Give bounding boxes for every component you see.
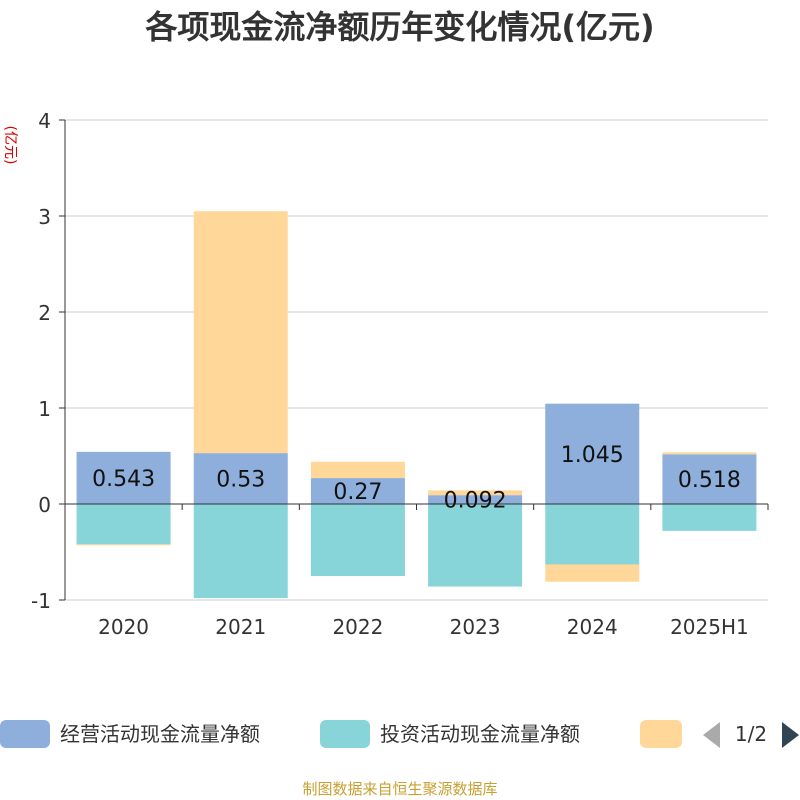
- data-label: 0.27: [333, 480, 382, 505]
- legend-label: 投资活动现金流量净额: [380, 722, 580, 746]
- bar-series-3-2022: [310, 461, 405, 479]
- data-label: 0.518: [678, 468, 741, 493]
- data-label: 0.543: [92, 467, 155, 492]
- bar-series-1-2024: [545, 403, 640, 504]
- bar-series-1-2020: [76, 451, 171, 504]
- legend-next-arrow-icon[interactable]: [782, 722, 799, 748]
- bar-series-3-2024: [545, 564, 640, 582]
- x-tick-label: 2022: [332, 615, 383, 639]
- legend-page-indicator: 1/2: [734, 722, 768, 746]
- bar-series-1-2022: [310, 478, 405, 504]
- chart-title: 各项现金流净额历年变化情况(亿元): [145, 8, 655, 46]
- y-axis-label: (亿元): [2, 126, 18, 165]
- legend-pager: 1/2: [0, 716, 800, 752]
- data-label: 0.092: [444, 489, 507, 514]
- legend-prev-arrow-icon[interactable]: [703, 722, 720, 748]
- legend-swatch: [320, 720, 370, 748]
- data-label: 0.53: [216, 468, 265, 493]
- data-source-note: 制图数据来自恒生聚源数据库: [302, 780, 498, 798]
- bar-series-2-2025H1: [662, 504, 757, 531]
- y-tick-label: 0: [38, 493, 51, 517]
- bar-series-3-2020: [76, 544, 171, 546]
- bar-series-2-2023: [428, 504, 523, 587]
- x-tick-label: 2020: [98, 615, 149, 639]
- legend-swatch: [0, 720, 50, 748]
- bar-series-1-2023: [428, 495, 523, 504]
- legend-label: 经营活动现金流量净额: [60, 722, 260, 746]
- bar-series-3-2025H1: [662, 452, 757, 455]
- x-tick-label: 2023: [450, 615, 501, 639]
- bar-series-2-2021: [193, 504, 288, 599]
- y-tick-label: 3: [38, 205, 51, 229]
- bar-series-1-2025H1: [662, 454, 757, 504]
- chart-plot: -1 0 1 2 3 4 (亿元) 2020 2021 2022 2023 2024 2025H1 0.5…: [2, 109, 769, 639]
- x-tick-label: 2024: [567, 615, 618, 639]
- legend-swatch: [640, 720, 682, 748]
- data-label: 1.045: [561, 443, 624, 468]
- bar-series-2-2022: [310, 504, 405, 576]
- bar-series-2-2024: [545, 504, 640, 565]
- x-tick-label: 2021: [215, 615, 266, 639]
- x-tick-label: 2025H1: [670, 615, 749, 639]
- bar-series-2-2020: [76, 504, 171, 545]
- y-tick-label: 2: [38, 301, 51, 325]
- y-tick-label: 1: [38, 397, 51, 421]
- legend: 经营活动现金流量净额 投资活动现金流量净额: [0, 716, 800, 752]
- y-tick-label: -1: [31, 589, 51, 613]
- bar-series-1-2021: [193, 453, 288, 504]
- bar-series-3-2021: [193, 211, 288, 454]
- y-tick-label: 4: [38, 109, 51, 133]
- bar-series-3-2023: [428, 490, 523, 496]
